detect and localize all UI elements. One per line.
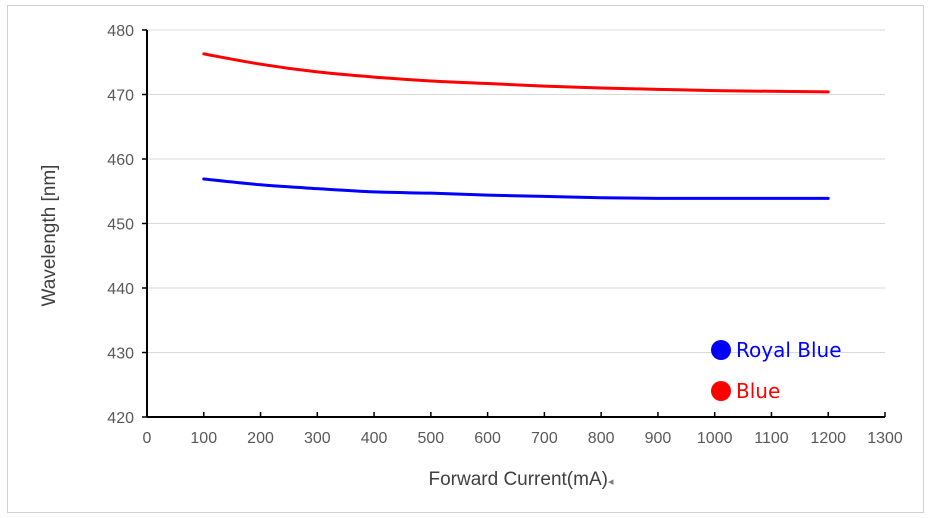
x-tick-label: 1300: [867, 430, 903, 447]
y-tick-label: 450: [107, 217, 134, 234]
y-tick-labels: 420 430 440 450 460 470 480: [107, 23, 134, 427]
legend: Royal Blue Blue: [711, 338, 842, 403]
series-lines: [202, 52, 830, 200]
x-tick-label: 500: [417, 430, 444, 447]
x-tick-labels: 0 100 200 300 400 500 600 700 800 900 1000 1100 1200…: [143, 430, 903, 447]
y-tick-label: 460: [107, 152, 134, 169]
x-tick-label: 1200: [810, 430, 846, 447]
legend-marker-royal-blue: [711, 340, 731, 360]
x-tick-label: 1000: [697, 430, 733, 447]
x-tick-label: 800: [588, 430, 615, 447]
x-tick-label: 200: [247, 430, 274, 447]
series-line-royal-blue: [202, 177, 830, 200]
legend-label-blue: Blue: [736, 379, 780, 403]
x-tick-label: 400: [361, 430, 388, 447]
y-tick-label: 420: [107, 410, 134, 427]
legend-label-royal-blue: Royal Blue: [736, 338, 842, 362]
y-tick-label: 470: [107, 88, 134, 105]
x-axis-title-marker: ◂: [608, 476, 614, 488]
y-axis-title: Wavelength [nm]: [39, 165, 60, 307]
y-tick-label: 430: [107, 346, 134, 363]
x-tick-label: 100: [190, 430, 217, 447]
x-tick-label: 0: [143, 430, 152, 447]
legend-marker-blue: [711, 381, 731, 401]
gridlines: [147, 29, 885, 353]
axes: [142, 29, 886, 418]
y-tick-label: 440: [107, 281, 134, 298]
x-tick-label: 600: [474, 430, 501, 447]
x-tick-label: 900: [645, 430, 672, 447]
x-axis-title: Forward Current(mA)◂: [428, 469, 613, 490]
x-tick-label: 300: [304, 430, 331, 447]
x-tick-label: 700: [531, 430, 558, 447]
series-line-blue: [202, 52, 830, 94]
y-tick-label: 480: [107, 23, 134, 40]
x-tick-label: 1100: [754, 430, 789, 447]
x-axis-title-text: Forward Current(mA): [428, 469, 607, 490]
chart-frame: 0 100 200 300 400 500 600 700 800 900 1000 1100 1200…: [7, 5, 924, 513]
line-chart: 0 100 200 300 400 500 600 700 800 900 1000 1100 1200…: [39, 23, 903, 490]
